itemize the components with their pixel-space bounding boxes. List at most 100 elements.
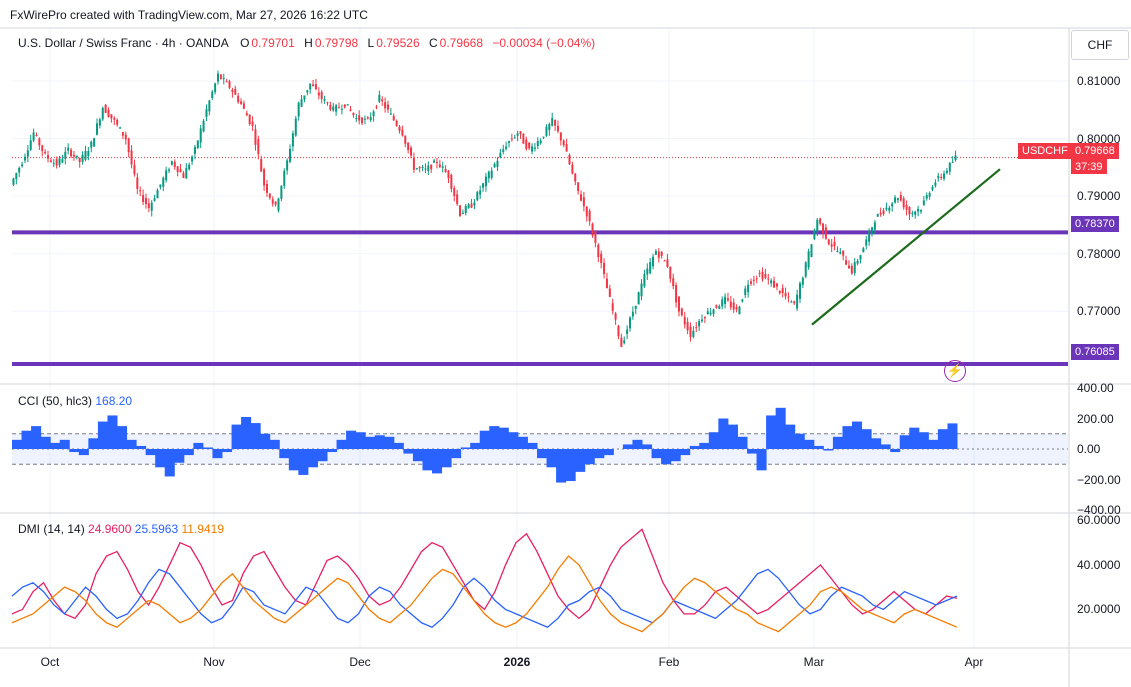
candle-body: [234, 88, 237, 95]
candle-body: [718, 306, 721, 309]
candle-body: [182, 173, 185, 178]
cci-axis-tick: 0.00: [1077, 442, 1101, 456]
candle-body: [72, 154, 75, 157]
candle-body: [810, 244, 813, 258]
trendline-segment: [811, 168, 1001, 326]
candle-body: [571, 164, 574, 174]
high-label: H: [304, 36, 313, 50]
candle-body: [21, 164, 24, 167]
candle-body: [490, 170, 493, 178]
candle-body: [147, 203, 150, 209]
candle-body: [283, 170, 286, 186]
price-axis-tick: 0.80000: [1077, 131, 1121, 146]
candle-body: [608, 288, 611, 297]
candle-body: [513, 137, 516, 139]
candle-body: [127, 138, 130, 153]
candle-body: [188, 164, 191, 170]
candle-body: [568, 154, 571, 165]
candle-body: [600, 253, 603, 264]
currency-button[interactable]: CHF: [1071, 30, 1129, 60]
candle-body: [715, 305, 718, 308]
cci-bar: [355, 432, 366, 449]
candle-body: [657, 251, 660, 258]
cci-bar: [317, 449, 328, 462]
candle-body: [565, 144, 568, 152]
candle-body: [556, 125, 559, 132]
last-price-tag: 0.79668: [1071, 143, 1119, 159]
candle-body: [355, 117, 358, 119]
candle-body: [582, 197, 585, 207]
cci-bar: [489, 426, 500, 449]
candle-body: [628, 317, 632, 329]
candle-body: [778, 290, 781, 294]
candle-body: [81, 154, 84, 162]
candle-body: [882, 210, 885, 214]
candle-body: [721, 299, 724, 307]
candle-body: [931, 187, 934, 190]
cci-bar: [202, 447, 213, 449]
candle-body: [510, 138, 513, 140]
candle-body: [870, 227, 874, 235]
candle-body: [444, 168, 447, 173]
candle-body: [712, 309, 715, 314]
cci-bar: [871, 438, 882, 449]
candle-body: [531, 146, 534, 152]
candle-body: [686, 321, 689, 331]
candle-body: [680, 308, 683, 316]
candle-body: [219, 74, 222, 79]
cci-bar: [594, 449, 605, 459]
candle-body: [251, 121, 254, 126]
candle-body: [369, 116, 372, 121]
candle-body: [536, 141, 539, 147]
candle-body: [666, 259, 669, 267]
candle-body: [38, 138, 41, 146]
candle-body: [591, 223, 594, 236]
cci-bar: [517, 436, 528, 449]
candle-body: [850, 266, 853, 274]
candle-body: [741, 299, 744, 302]
dmi-legend[interactable]: DMI (14, 14) 24.9600 25.5963 11.9419: [18, 522, 224, 536]
time-axis-tick: Apr: [964, 655, 984, 669]
candle-body: [804, 262, 807, 277]
candle-body: [862, 248, 865, 253]
candle-body: [940, 176, 943, 178]
candle-body: [894, 197, 897, 203]
candle-body: [193, 146, 196, 154]
candle-body: [868, 230, 871, 242]
symbol-price-tag: USDCHF: [1018, 143, 1072, 159]
candle-body: [289, 148, 292, 162]
price-axis-tick: 0.78000: [1077, 246, 1121, 261]
candle-body: [934, 182, 937, 186]
candle-body: [649, 262, 652, 274]
candle-body: [937, 175, 940, 179]
minus-di-line: [11, 555, 958, 633]
candle-body: [162, 177, 165, 187]
candle-body: [237, 95, 240, 103]
candle-body: [87, 151, 90, 157]
candle-body: [70, 149, 73, 157]
cci-bar: [537, 449, 548, 459]
cci-bar: [861, 429, 872, 449]
cci-bar: [909, 427, 920, 449]
cci-legend[interactable]: CCI (50, hlc3) 168.20: [18, 394, 132, 408]
candle-body: [386, 104, 389, 110]
cci-bar: [374, 435, 385, 449]
low-label: L: [367, 36, 375, 50]
candle-body: [724, 296, 727, 304]
candle-body: [499, 152, 502, 158]
cci-bar: [842, 426, 853, 449]
lightning-icon[interactable]: ⚡: [944, 360, 966, 382]
time-axis-tick: Mar: [803, 655, 825, 669]
symbol-label[interactable]: U.S. Dollar / Swiss Franc · 4h · OANDA: [18, 36, 229, 50]
candle-body: [84, 150, 87, 160]
cci-axis-tick: 200.00: [1077, 411, 1114, 426]
candle-body: [859, 255, 862, 260]
candle-body: [562, 140, 565, 146]
candle-body: [410, 147, 413, 156]
pane-frames: [0, 27, 1131, 687]
candle-body: [286, 160, 289, 171]
cci-bar: [260, 433, 271, 449]
candle-body: [611, 303, 614, 311]
candle-body: [473, 202, 476, 206]
